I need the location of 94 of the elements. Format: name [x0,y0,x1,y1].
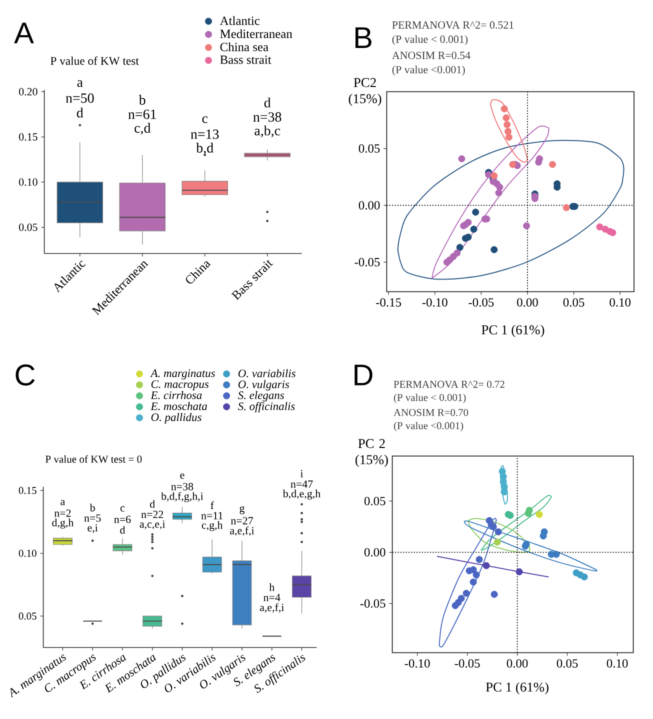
annotation: n=38 [171,482,194,490]
annotation: n=13 [190,130,219,139]
annotation: n=61 [128,110,156,119]
legend-label: S. elegans [238,391,284,402]
x-tick-label: 0.05 [563,298,584,307]
y-axis-title: PC 2 (15%) [355,439,388,467]
annotation: c [120,506,125,512]
y-tick-label: 0.05 [358,144,380,153]
legend-label: O. vulgaris [238,380,290,391]
x-tick-label: -0.05 [454,659,480,668]
text: D [354,364,372,386]
legend-label: O. pallidus [151,413,202,424]
legend-label: C. macropus [151,380,209,390]
legend-label: E. moschata [150,402,207,410]
text: e [180,473,184,479]
annotation: d,g,h [52,518,74,529]
legend-label: A. marginatus [150,369,215,380]
annotation: n=6 [114,516,131,524]
legend-label: S. officinalis [238,402,295,412]
text: B [355,27,372,48]
x-tick-label: -0.10 [422,298,448,307]
legend-label: China sea [220,42,268,52]
y-tick-label: 0.15 [19,133,38,141]
x-tick-label: 0.10 [606,659,628,668]
text: PERMANOVA R^2= 0.72 [394,380,504,388]
annotation: n=22 [141,510,164,518]
annotation: b,d [196,142,214,155]
annotation: n=27 [230,517,253,524]
annotation: d [264,98,271,108]
annotation: c,d [134,122,151,135]
text: a [77,80,83,87]
y-tick-label: 0.00 [364,548,386,557]
annotation: c [202,116,208,124]
x-tick-label: 0.10 [610,298,631,307]
x-tick-label: -0.05 [468,298,494,307]
y-tick-label: 0.05 [18,612,36,620]
annotation: c,g,h [202,521,223,532]
legend-label: Bass strait [220,56,272,64]
y-tick-label: 0.15 [18,486,36,494]
annotation: a,e,f,i [260,603,284,613]
annotation: n=11 [201,512,223,520]
annotation: a,b,c [254,126,280,138]
annotation: g [240,506,245,514]
chart-title: P value of KW test [50,56,139,65]
legend-label: O. variabilis [238,369,296,378]
annotation: n=50 [66,93,94,103]
annotation: n=4 [264,594,280,602]
annotation: d [120,526,126,534]
annotation: b,d,e,g,h [282,490,320,500]
y-axis-title: PC2 (15%) [348,78,382,106]
y-tick-label: 0.00 [358,201,380,210]
legend-label: Mediterranean [220,29,292,38]
annotation: b,d,f,g,h,i [161,492,204,502]
text: PERMANOVA R^2= 0.521 [392,21,514,29]
chart-title: P value of KW test = 0 [46,455,142,463]
annotation: d [76,108,84,118]
x-tick-label: Bass strait [231,260,273,300]
y-tick-label: 0.10 [19,178,38,186]
annotation: n=5 [84,514,101,522]
annotation: b [138,94,146,105]
annotation: n=47 [290,480,313,488]
text: A [14,22,34,44]
annotation: a,c,e,i [140,520,166,530]
y-tick-label: -0.05 [360,599,386,608]
x-tick-label: 0.05 [556,659,578,668]
annotation: h [269,583,274,591]
x-tick-label: 0.00 [506,659,528,668]
annotation: a [60,500,65,506]
legend-label: E. cirrhosa [150,391,202,400]
text: i [300,470,304,478]
y-tick-label: 0.10 [18,550,36,557]
text: (P value <0.001) [392,66,465,76]
annotation: n=38 [253,112,282,122]
text: (P value < 0.001) [394,394,466,404]
legend-label: Atlantic [220,16,260,25]
x-tick-label: -0.15 [376,298,402,307]
x-axis-title: PC 1 (61%) [482,324,544,338]
annotation: e,i [88,524,98,534]
text: ANOSIM R=0.54 [392,52,470,60]
y-tick-label: 0.05 [364,496,386,506]
text: (P value <0.001) [394,422,464,432]
text: ANOSIM R=0.70 [394,408,468,416]
annotation: a,e,f,i [230,526,254,536]
x-tick-label: 0.00 [517,298,538,307]
annotation: b [90,504,95,512]
text: (P value < 0.001) [392,35,468,46]
text: C [16,364,35,386]
y-tick-label: 0.05 [19,224,38,232]
x-tick-label: -0.10 [404,659,430,668]
annotation: f [210,501,214,509]
annotation: d [150,500,155,508]
x-axis-title: PC 1 (61%) [486,682,548,694]
annotation: n=2 [54,509,71,517]
y-tick-label: 0.20 [19,88,38,96]
